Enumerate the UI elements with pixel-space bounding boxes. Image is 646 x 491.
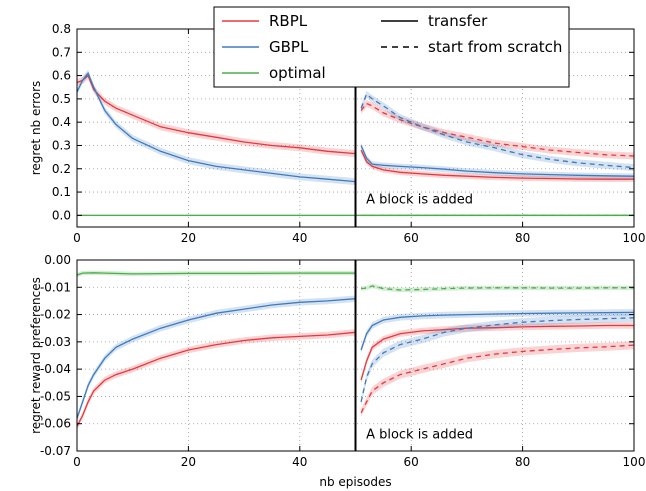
y-tick-label: 0.5 bbox=[52, 92, 71, 106]
y-tick-label: 0.7 bbox=[52, 45, 71, 59]
panel-top: 0 20 40 60 80 100 0.0 0.1 0.2 0.3 0.4 0.5 0.6 0.7 0.8 r… bbox=[29, 22, 645, 245]
x-tick-label: 20 bbox=[181, 231, 196, 245]
y-tick-label: 0.4 bbox=[52, 115, 71, 129]
x-tick-label: 60 bbox=[404, 231, 419, 245]
band-rbpl-dashed bbox=[361, 341, 634, 417]
x-tick-label: 80 bbox=[515, 231, 530, 245]
y-tick-label: -0.03 bbox=[40, 335, 71, 349]
y-tick-label: -0.04 bbox=[40, 362, 71, 376]
series-line-rbpl-solid bbox=[360, 324, 634, 381]
x-tick-label: 40 bbox=[292, 231, 307, 245]
series-line-optimal-dashed bbox=[361, 285, 634, 291]
legend-label-optimal: optimal bbox=[269, 64, 326, 82]
x-tick-label: 80 bbox=[515, 455, 530, 469]
x-tick-label: 100 bbox=[623, 231, 646, 245]
y-tick-label: 0.2 bbox=[52, 162, 71, 176]
x-tick-label: 60 bbox=[404, 455, 419, 469]
y-axis-label: regret reward preferences bbox=[29, 277, 43, 434]
band-rbpl-solid bbox=[361, 147, 634, 182]
annotation-block-added: A block is added bbox=[366, 193, 473, 208]
series-line-gbpl-solid bbox=[360, 311, 635, 351]
y-tick-label: -0.05 bbox=[40, 389, 71, 403]
x-tick-label: 0 bbox=[73, 231, 81, 245]
y-tick-label: 0.6 bbox=[52, 69, 71, 83]
series-line-rbpl-solid bbox=[76, 331, 356, 427]
x-axis-label: nb episodes bbox=[319, 475, 391, 489]
y-tick-label: 0.8 bbox=[52, 22, 71, 36]
band-gbpl-solid bbox=[361, 142, 634, 179]
x-tick-label: 100 bbox=[623, 455, 646, 469]
y-tick-label: -0.06 bbox=[40, 417, 71, 431]
band-gbpl-dashed bbox=[361, 90, 634, 172]
x-tick-label: 20 bbox=[181, 455, 196, 469]
series-line-gbpl-solid bbox=[360, 145, 635, 177]
x-tick-label: 40 bbox=[292, 455, 307, 469]
panel-bottom: 0 20 40 60 80 100 0.00 -0.01 -0.02 -0.03 -0.04 -0.0… bbox=[29, 253, 645, 469]
series-line-rbpl-solid bbox=[360, 149, 634, 180]
annotation-block-added: A block is added bbox=[366, 428, 473, 443]
legend-label-rbpl: RBPL bbox=[269, 12, 308, 30]
band-gbpl-solid bbox=[361, 309, 634, 354]
band-rbpl-dashed bbox=[361, 100, 634, 160]
series-line-gbpl-solid bbox=[76, 72, 356, 183]
legend: RBPL transfer GBPL start from scratch optima… bbox=[213, 6, 570, 88]
legend-label-start-from-scratch: start from scratch bbox=[428, 38, 562, 56]
plot-frame bbox=[76, 259, 635, 452]
x-tick-label: 0 bbox=[73, 455, 81, 469]
y-tick-label: 0.0 bbox=[52, 208, 71, 222]
y-tick-label: -0.07 bbox=[40, 444, 71, 458]
y-tick-label: -0.01 bbox=[40, 280, 71, 294]
y-tick-label: 0.1 bbox=[52, 185, 71, 199]
y-tick-label: 0.3 bbox=[52, 138, 71, 152]
legend-label-transfer: transfer bbox=[428, 12, 488, 30]
series-line-gbpl-solid bbox=[76, 298, 356, 419]
series-line-rbpl-solid bbox=[76, 74, 356, 155]
series-line-gbpl-dashed bbox=[360, 93, 635, 169]
y-tick-label: 0.00 bbox=[44, 253, 71, 267]
y-axis-label: regret nb errors bbox=[29, 81, 43, 176]
band-rbpl-solid bbox=[361, 322, 634, 384]
series-line-optimal-solid bbox=[76, 272, 356, 276]
band-gbpl-dashed bbox=[361, 313, 634, 406]
legend-label-gbpl: GBPL bbox=[269, 38, 309, 56]
y-tick-label: -0.02 bbox=[40, 308, 71, 322]
